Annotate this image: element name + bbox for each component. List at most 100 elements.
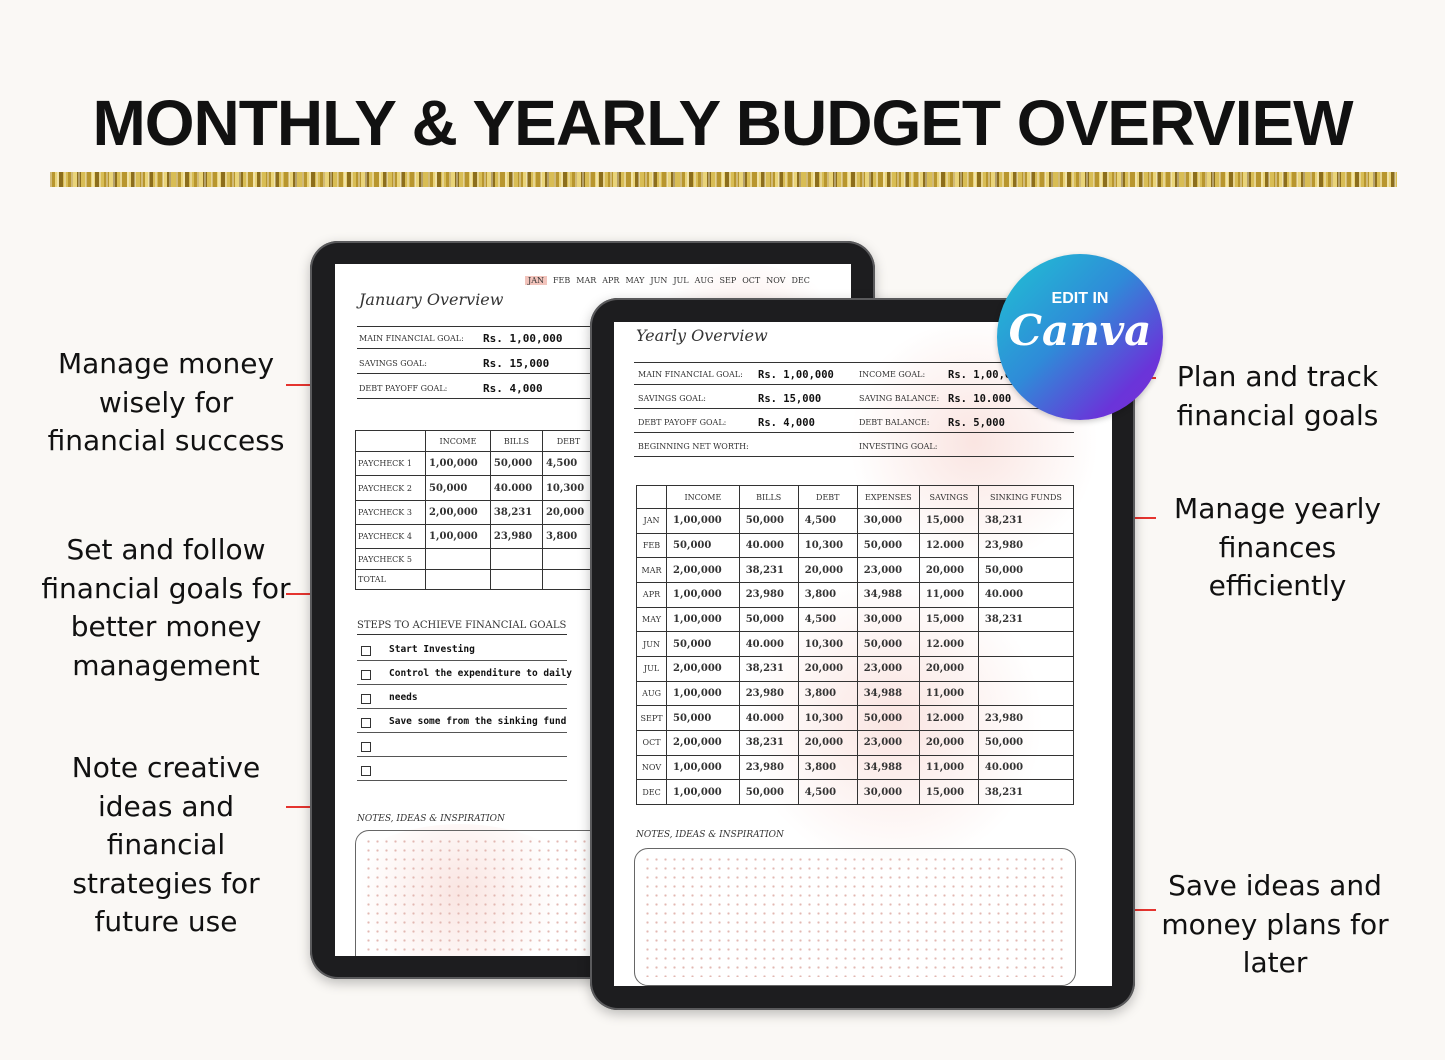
cell-value[interactable]: 12.000 — [918, 532, 979, 559]
edit-in-canva-badge[interactable]: EDIT IN Canva — [997, 254, 1163, 420]
cell-value[interactable]: 11,000 — [918, 754, 979, 781]
cell-value[interactable]: 50,000 — [738, 508, 799, 534]
cell-value[interactable]: 38,231 — [977, 606, 1075, 633]
cell-value[interactable] — [977, 680, 1075, 707]
cell-value[interactable]: 4,500 — [797, 606, 858, 633]
cell-value[interactable]: 11,000 — [918, 680, 979, 707]
cell-value[interactable]: 40.000 — [738, 631, 799, 657]
month-tab-jun[interactable]: JUN — [650, 276, 668, 285]
goal-value[interactable]: Rs. 4,000 — [758, 417, 815, 429]
cell-value[interactable]: 23,980 — [489, 524, 543, 550]
cell-value[interactable]: 10,300 — [797, 631, 858, 657]
cell-value[interactable]: 23,980 — [977, 532, 1075, 559]
checkbox[interactable] — [361, 766, 371, 776]
cell-value[interactable]: 23,980 — [738, 581, 799, 608]
goal-value[interactable]: Rs. 5,000 — [948, 417, 1005, 429]
month-tab-feb[interactable]: FEB — [552, 276, 571, 285]
cell-value[interactable] — [425, 548, 491, 570]
cell-value[interactable]: 20,000 — [918, 729, 979, 756]
cell-value[interactable]: 2,00,000 — [425, 499, 491, 526]
cell-value[interactable]: 4,500 — [797, 779, 858, 805]
goal-value[interactable]: Rs. 1,00,000 — [483, 332, 563, 345]
month-tab-jan[interactable]: JAN — [525, 276, 547, 285]
yearly-notes-area[interactable] — [634, 848, 1076, 986]
cell-value[interactable]: 15,000 — [918, 779, 979, 805]
cell-value[interactable]: 34,988 — [856, 581, 920, 608]
cell-value[interactable]: 50,000 — [738, 606, 799, 633]
cell-value[interactable]: 1,00,000 — [666, 680, 740, 707]
goal-value[interactable]: Rs. 4,000 — [483, 382, 543, 395]
cell-value[interactable]: 50,000 — [738, 779, 799, 805]
checkbox[interactable] — [361, 718, 371, 728]
cell-value[interactable] — [425, 568, 491, 591]
monthly-notes-area[interactable] — [355, 830, 627, 956]
cell-value[interactable] — [541, 568, 596, 591]
cell-value[interactable]: 12.000 — [918, 705, 979, 731]
cell-value[interactable]: 10,300 — [797, 705, 858, 731]
cell-value[interactable]: 10,300 — [541, 475, 596, 501]
cell-value[interactable] — [489, 568, 543, 591]
cell-value[interactable]: 34,988 — [856, 680, 920, 707]
month-tab-aug[interactable]: AUG — [694, 276, 714, 285]
cell-value[interactable]: 2,00,000 — [666, 655, 740, 682]
month-tab-nov[interactable]: NOV — [766, 276, 786, 285]
cell-value[interactable]: 1,00,000 — [666, 581, 740, 608]
cell-value[interactable]: 50,000 — [856, 705, 920, 731]
cell-value[interactable]: 11,000 — [918, 581, 979, 608]
cell-value[interactable]: 40.000 — [977, 581, 1075, 608]
month-tab-jul[interactable]: JUL — [673, 276, 689, 285]
cell-value[interactable]: 38,231 — [738, 557, 799, 583]
cell-value[interactable]: 1,00,000 — [666, 754, 740, 781]
cell-value[interactable] — [977, 631, 1075, 657]
cell-value[interactable]: 1,00,000 — [666, 606, 740, 633]
cell-value[interactable]: 20,000 — [918, 557, 979, 583]
cell-value[interactable]: 1,00,000 — [425, 524, 491, 550]
cell-value[interactable]: 1,00,000 — [425, 450, 491, 477]
cell-value[interactable]: 50,000 — [856, 631, 920, 657]
cell-value[interactable] — [977, 655, 1075, 682]
cell-value[interactable]: 12.000 — [918, 631, 979, 657]
cell-value[interactable]: 20,000 — [797, 557, 858, 583]
cell-value[interactable]: 50,000 — [977, 557, 1075, 583]
cell-value[interactable]: 30,000 — [856, 779, 920, 805]
cell-value[interactable]: 38,231 — [738, 729, 799, 756]
cell-value[interactable]: 4,500 — [797, 508, 858, 534]
cell-value[interactable]: 4,500 — [541, 450, 596, 477]
goal-value[interactable]: Rs. 10.000 — [948, 393, 1012, 405]
cell-value[interactable]: 20,000 — [918, 655, 979, 682]
cell-value[interactable]: 50,000 — [666, 705, 740, 731]
checkbox[interactable] — [361, 646, 371, 656]
month-tab-dec[interactable]: DEC — [791, 276, 810, 285]
cell-value[interactable]: 50,000 — [666, 631, 740, 657]
cell-value[interactable]: 20,000 — [797, 655, 858, 682]
cell-value[interactable]: 15,000 — [918, 606, 979, 633]
cell-value[interactable]: 20,000 — [797, 729, 858, 756]
cell-value[interactable]: 3,800 — [797, 754, 858, 781]
checkbox[interactable] — [361, 670, 371, 680]
cell-value[interactable] — [541, 548, 596, 570]
cell-value[interactable]: 3,800 — [797, 581, 858, 608]
cell-value[interactable]: 50,000 — [977, 729, 1075, 756]
cell-value[interactable]: 34,988 — [856, 754, 920, 781]
month-tab-sep[interactable]: SEP — [719, 276, 737, 285]
cell-value[interactable]: 23,980 — [738, 680, 799, 707]
cell-value[interactable]: 40.000 — [489, 475, 543, 501]
cell-value[interactable]: 38,231 — [738, 655, 799, 682]
cell-value[interactable]: 40.000 — [738, 532, 799, 559]
cell-value[interactable]: 38,231 — [977, 779, 1075, 805]
cell-value[interactable]: 20,000 — [541, 499, 596, 526]
cell-value[interactable]: 30,000 — [856, 606, 920, 633]
goal-value[interactable]: Rs. 1,00,000 — [758, 369, 834, 381]
month-tab-apr[interactable]: APR — [602, 276, 620, 285]
cell-value[interactable]: 3,800 — [797, 680, 858, 707]
cell-value[interactable]: 23,000 — [856, 729, 920, 756]
cell-value[interactable]: 40.000 — [738, 705, 799, 731]
month-tab-oct[interactable]: OCT — [742, 276, 761, 285]
cell-value[interactable]: 23,000 — [856, 655, 920, 682]
cell-value[interactable]: 1,00,000 — [666, 779, 740, 805]
cell-value[interactable]: 50,000 — [489, 450, 543, 477]
cell-value[interactable]: 2,00,000 — [666, 729, 740, 756]
cell-value[interactable]: 38,231 — [489, 499, 543, 526]
cell-value[interactable]: 3,800 — [541, 524, 596, 550]
cell-value[interactable]: 50,000 — [425, 475, 491, 501]
